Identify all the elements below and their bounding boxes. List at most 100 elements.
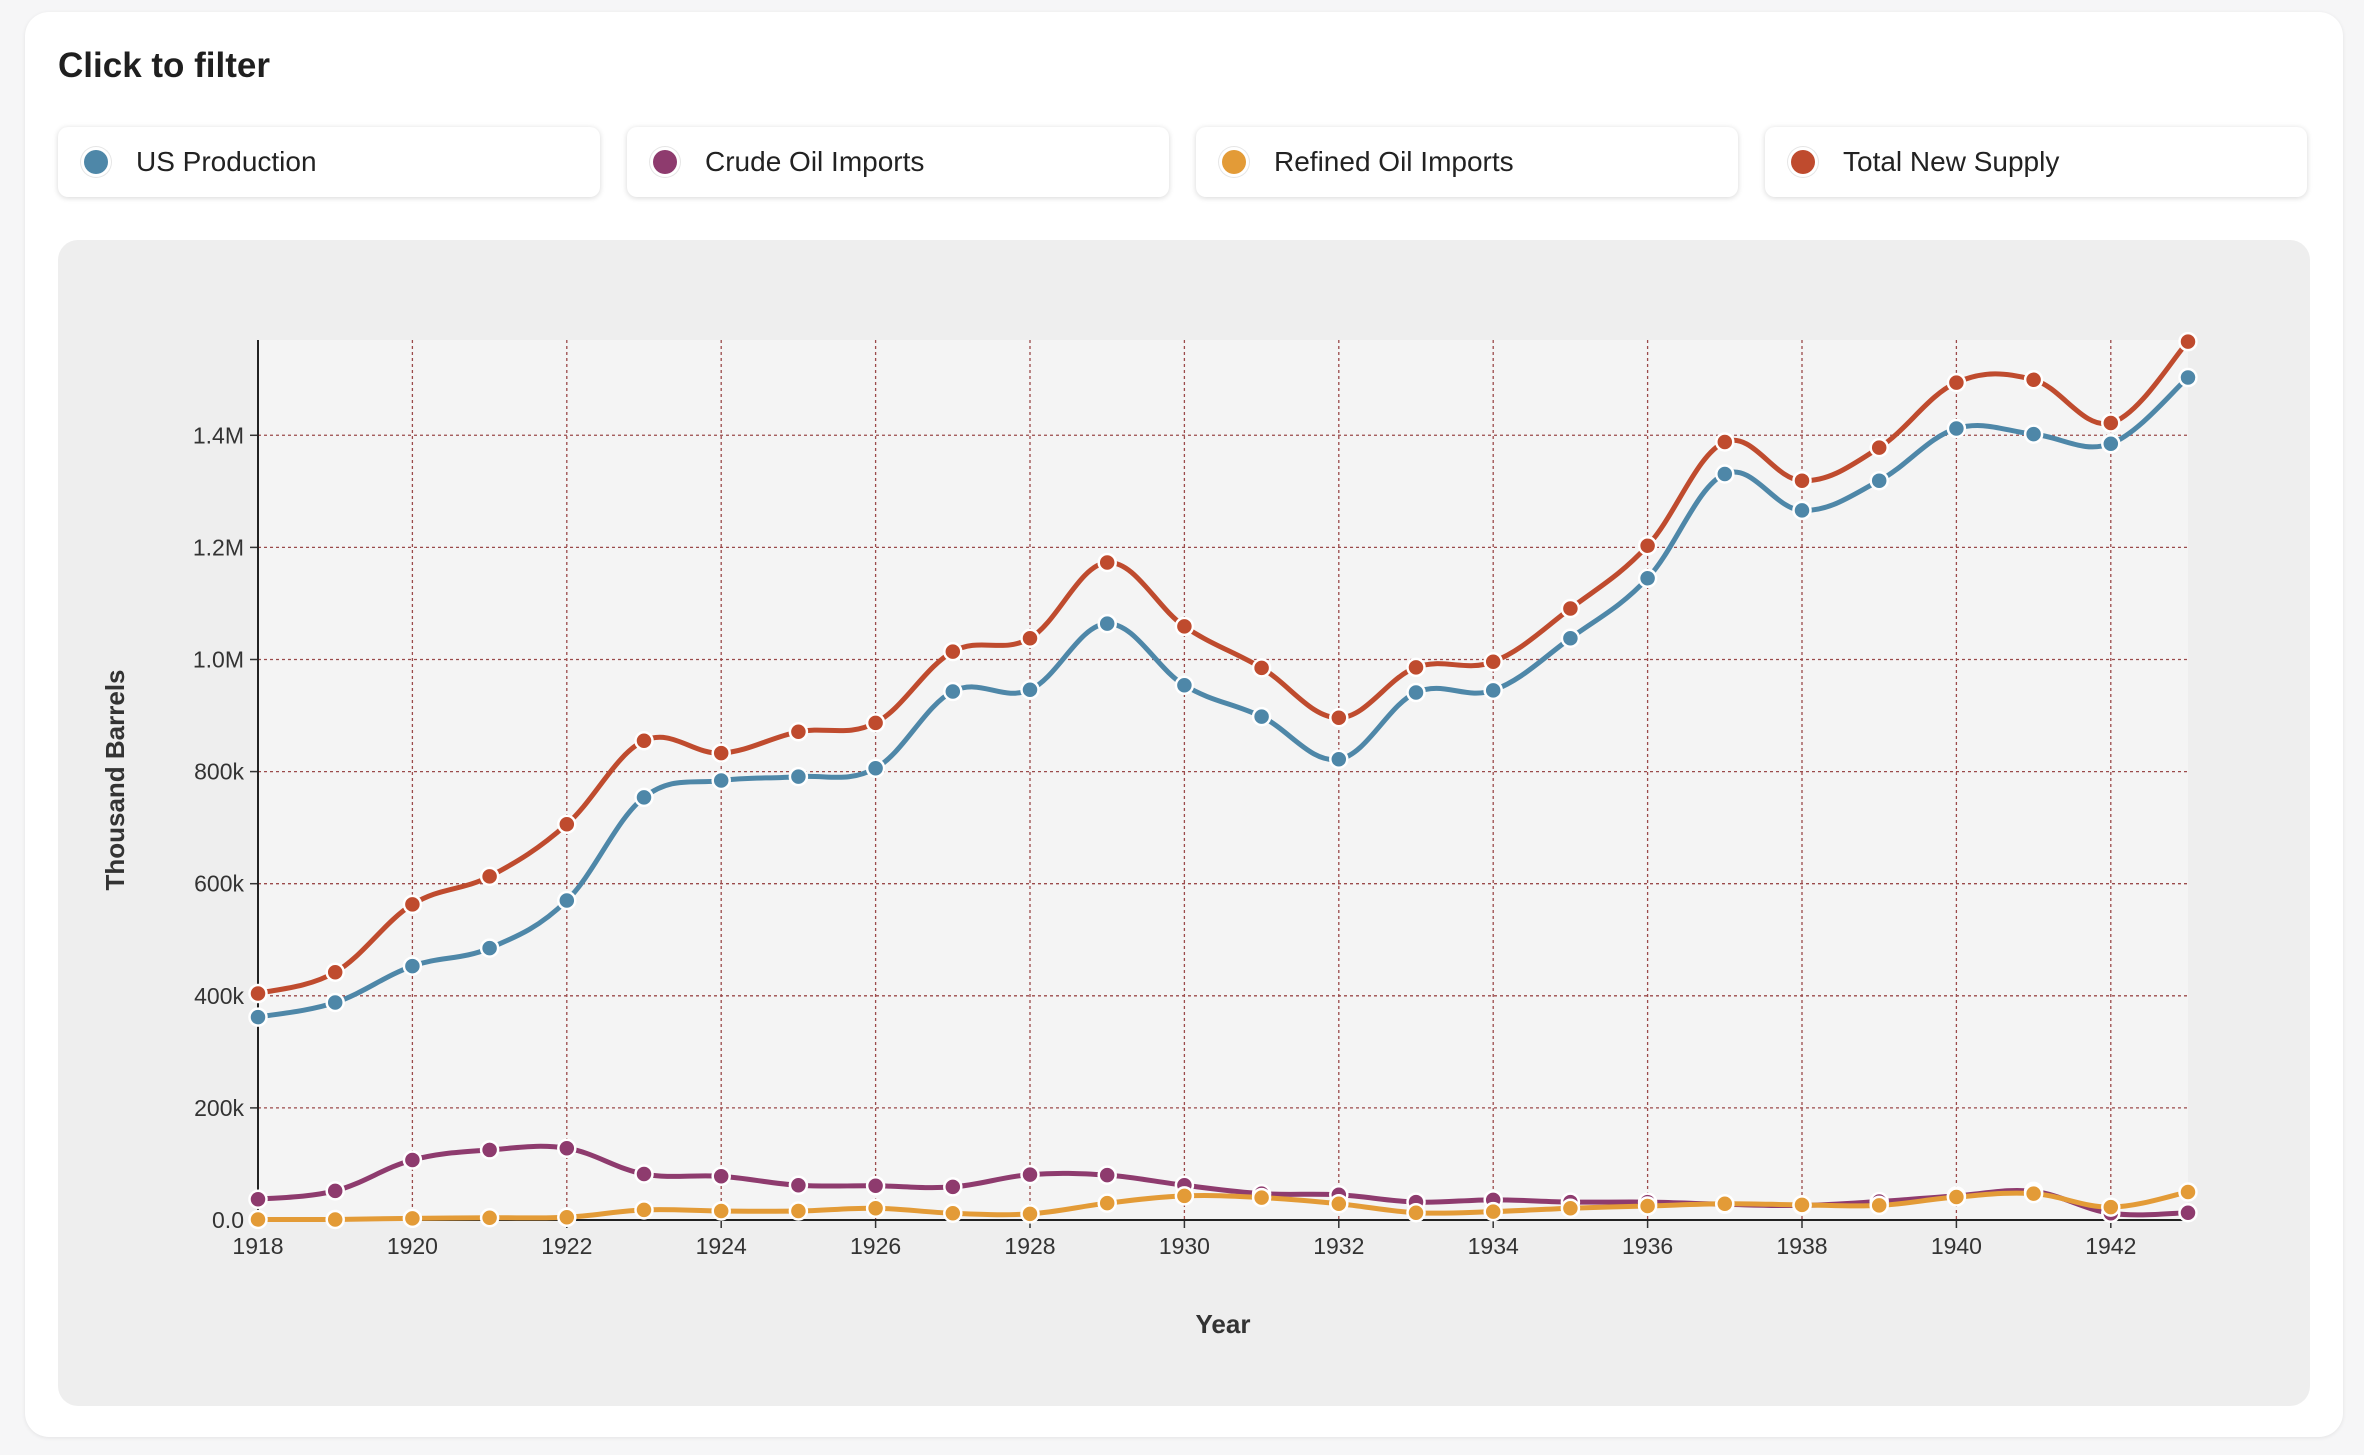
data-point-total-new-supply[interactable]	[711, 743, 731, 763]
data-point-refined-oil-imports[interactable]	[248, 1209, 268, 1230]
data-point-crude-oil-imports[interactable]	[788, 1175, 809, 1195]
data-point-refined-oil-imports[interactable]	[1715, 1193, 1735, 1214]
data-point-refined-oil-imports[interactable]	[1174, 1186, 1195, 1206]
data-point-us-production[interactable]	[1946, 418, 1967, 439]
data-point-refined-oil-imports[interactable]	[865, 1198, 886, 1218]
data-point-crude-oil-imports[interactable]	[865, 1176, 886, 1196]
data-point-us-production[interactable]	[325, 992, 345, 1013]
data-point-refined-oil-imports[interactable]	[1637, 1196, 1658, 1216]
data-point-refined-oil-imports[interactable]	[1483, 1201, 1503, 1222]
data-point-crude-oil-imports[interactable]	[1097, 1165, 1117, 1185]
data-point-us-production[interactable]	[1560, 628, 1581, 648]
data-point-us-production[interactable]	[634, 787, 654, 808]
data-point-crude-oil-imports[interactable]	[711, 1166, 731, 1187]
data-point-us-production[interactable]	[1329, 749, 1349, 770]
data-point-total-new-supply[interactable]	[1406, 657, 1426, 678]
data-point-us-production[interactable]	[1715, 464, 1735, 484]
data-point-total-new-supply[interactable]	[325, 962, 345, 983]
data-point-refined-oil-imports[interactable]	[2101, 1197, 2121, 1217]
data-point-total-new-supply[interactable]	[1020, 628, 1040, 648]
data-point-crude-oil-imports[interactable]	[402, 1150, 423, 1170]
data-point-total-new-supply[interactable]	[1174, 616, 1195, 637]
data-point-refined-oil-imports[interactable]	[402, 1208, 423, 1229]
data-point-total-new-supply[interactable]	[788, 722, 809, 742]
data-point-total-new-supply[interactable]	[634, 731, 654, 751]
data-point-us-production[interactable]	[1406, 682, 1426, 703]
data-point-refined-oil-imports[interactable]	[1251, 1187, 1272, 1208]
data-point-crude-oil-imports[interactable]	[479, 1140, 500, 1160]
data-point-us-production[interactable]	[402, 956, 423, 976]
data-point-total-new-supply[interactable]	[479, 866, 500, 887]
data-point-us-production[interactable]	[2023, 424, 2044, 444]
data-point-total-new-supply[interactable]	[1329, 708, 1349, 728]
legend-filter-total-new-supply[interactable]: Total New Supply	[1765, 127, 2307, 197]
data-point-us-production[interactable]	[788, 766, 809, 787]
data-point-us-production[interactable]	[248, 1007, 268, 1027]
data-point-us-production[interactable]	[711, 770, 731, 791]
data-point-refined-oil-imports[interactable]	[1946, 1187, 1967, 1207]
data-point-total-new-supply[interactable]	[865, 713, 886, 733]
data-point-crude-oil-imports[interactable]	[325, 1181, 345, 1201]
data-point-refined-oil-imports[interactable]	[479, 1208, 500, 1228]
data-point-total-new-supply[interactable]	[1715, 432, 1735, 452]
x-tick-label: 1928	[1004, 1233, 1055, 1259]
data-point-total-new-supply[interactable]	[943, 641, 963, 662]
legend-filter-us-production[interactable]: US Production	[58, 127, 600, 197]
data-point-refined-oil-imports[interactable]	[1097, 1193, 1117, 1213]
data-point-us-production[interactable]	[1097, 613, 1117, 634]
data-point-refined-oil-imports[interactable]	[2023, 1183, 2044, 1204]
data-point-refined-oil-imports[interactable]	[1020, 1204, 1040, 1224]
data-point-refined-oil-imports[interactable]	[1406, 1202, 1426, 1223]
data-point-us-production[interactable]	[1869, 470, 1889, 491]
data-point-refined-oil-imports[interactable]	[1869, 1195, 1889, 1216]
data-point-total-new-supply[interactable]	[1097, 552, 1117, 573]
data-point-us-production[interactable]	[479, 938, 500, 958]
data-point-refined-oil-imports[interactable]	[2178, 1182, 2198, 1202]
data-point-crude-oil-imports[interactable]	[634, 1164, 654, 1184]
data-point-refined-oil-imports[interactable]	[325, 1209, 345, 1230]
legend-filter-refined-oil-imports[interactable]: Refined Oil Imports	[1196, 127, 1738, 197]
data-point-us-production[interactable]	[1637, 568, 1658, 588]
data-point-crude-oil-imports[interactable]	[248, 1189, 268, 1210]
data-point-crude-oil-imports[interactable]	[1020, 1164, 1040, 1185]
legend-filter-crude-oil-imports[interactable]: Crude Oil Imports	[627, 127, 1169, 197]
data-point-refined-oil-imports[interactable]	[1792, 1195, 1812, 1215]
data-point-us-production[interactable]	[865, 758, 886, 778]
data-point-total-new-supply[interactable]	[2023, 370, 2044, 390]
data-point-us-production[interactable]	[2178, 367, 2198, 388]
data-point-refined-oil-imports[interactable]	[557, 1207, 577, 1227]
data-point-crude-oil-imports[interactable]	[943, 1177, 963, 1197]
data-point-us-production[interactable]	[557, 890, 577, 911]
data-point-refined-oil-imports[interactable]	[634, 1200, 654, 1220]
data-point-total-new-supply[interactable]	[1251, 658, 1272, 678]
data-point-total-new-supply[interactable]	[1560, 598, 1581, 619]
data-point-refined-oil-imports[interactable]	[788, 1201, 809, 1221]
data-point-us-production[interactable]	[1792, 500, 1812, 521]
data-point-total-new-supply[interactable]	[557, 814, 577, 835]
data-point-us-production[interactable]	[2101, 433, 2121, 454]
data-point-total-new-supply[interactable]	[1946, 372, 1967, 393]
data-point-total-new-supply[interactable]	[402, 894, 423, 915]
data-point-total-new-supply[interactable]	[1483, 651, 1503, 672]
legend-dot-icon	[653, 150, 677, 174]
data-point-total-new-supply[interactable]	[1792, 470, 1812, 491]
data-point-total-new-supply[interactable]	[248, 983, 268, 1004]
data-point-crude-oil-imports[interactable]	[557, 1138, 577, 1159]
data-point-total-new-supply[interactable]	[2101, 413, 2121, 433]
x-tick-label: 1940	[1931, 1233, 1982, 1259]
data-point-us-production[interactable]	[1020, 680, 1040, 700]
data-point-total-new-supply[interactable]	[1869, 437, 1889, 458]
data-point-us-production[interactable]	[1174, 675, 1195, 696]
data-point-crude-oil-imports[interactable]	[2178, 1202, 2198, 1223]
data-point-refined-oil-imports[interactable]	[711, 1201, 731, 1221]
data-point-refined-oil-imports[interactable]	[1329, 1193, 1349, 1214]
legend-dot-icon	[1222, 150, 1246, 174]
data-point-refined-oil-imports[interactable]	[943, 1203, 963, 1224]
data-point-refined-oil-imports[interactable]	[1560, 1198, 1581, 1218]
data-point-total-new-supply[interactable]	[1637, 535, 1658, 556]
data-point-us-production[interactable]	[943, 681, 963, 702]
y-tick-label: 1.4M	[193, 422, 244, 448]
data-point-us-production[interactable]	[1251, 706, 1272, 727]
data-point-total-new-supply[interactable]	[2178, 331, 2198, 352]
data-point-us-production[interactable]	[1483, 680, 1503, 701]
